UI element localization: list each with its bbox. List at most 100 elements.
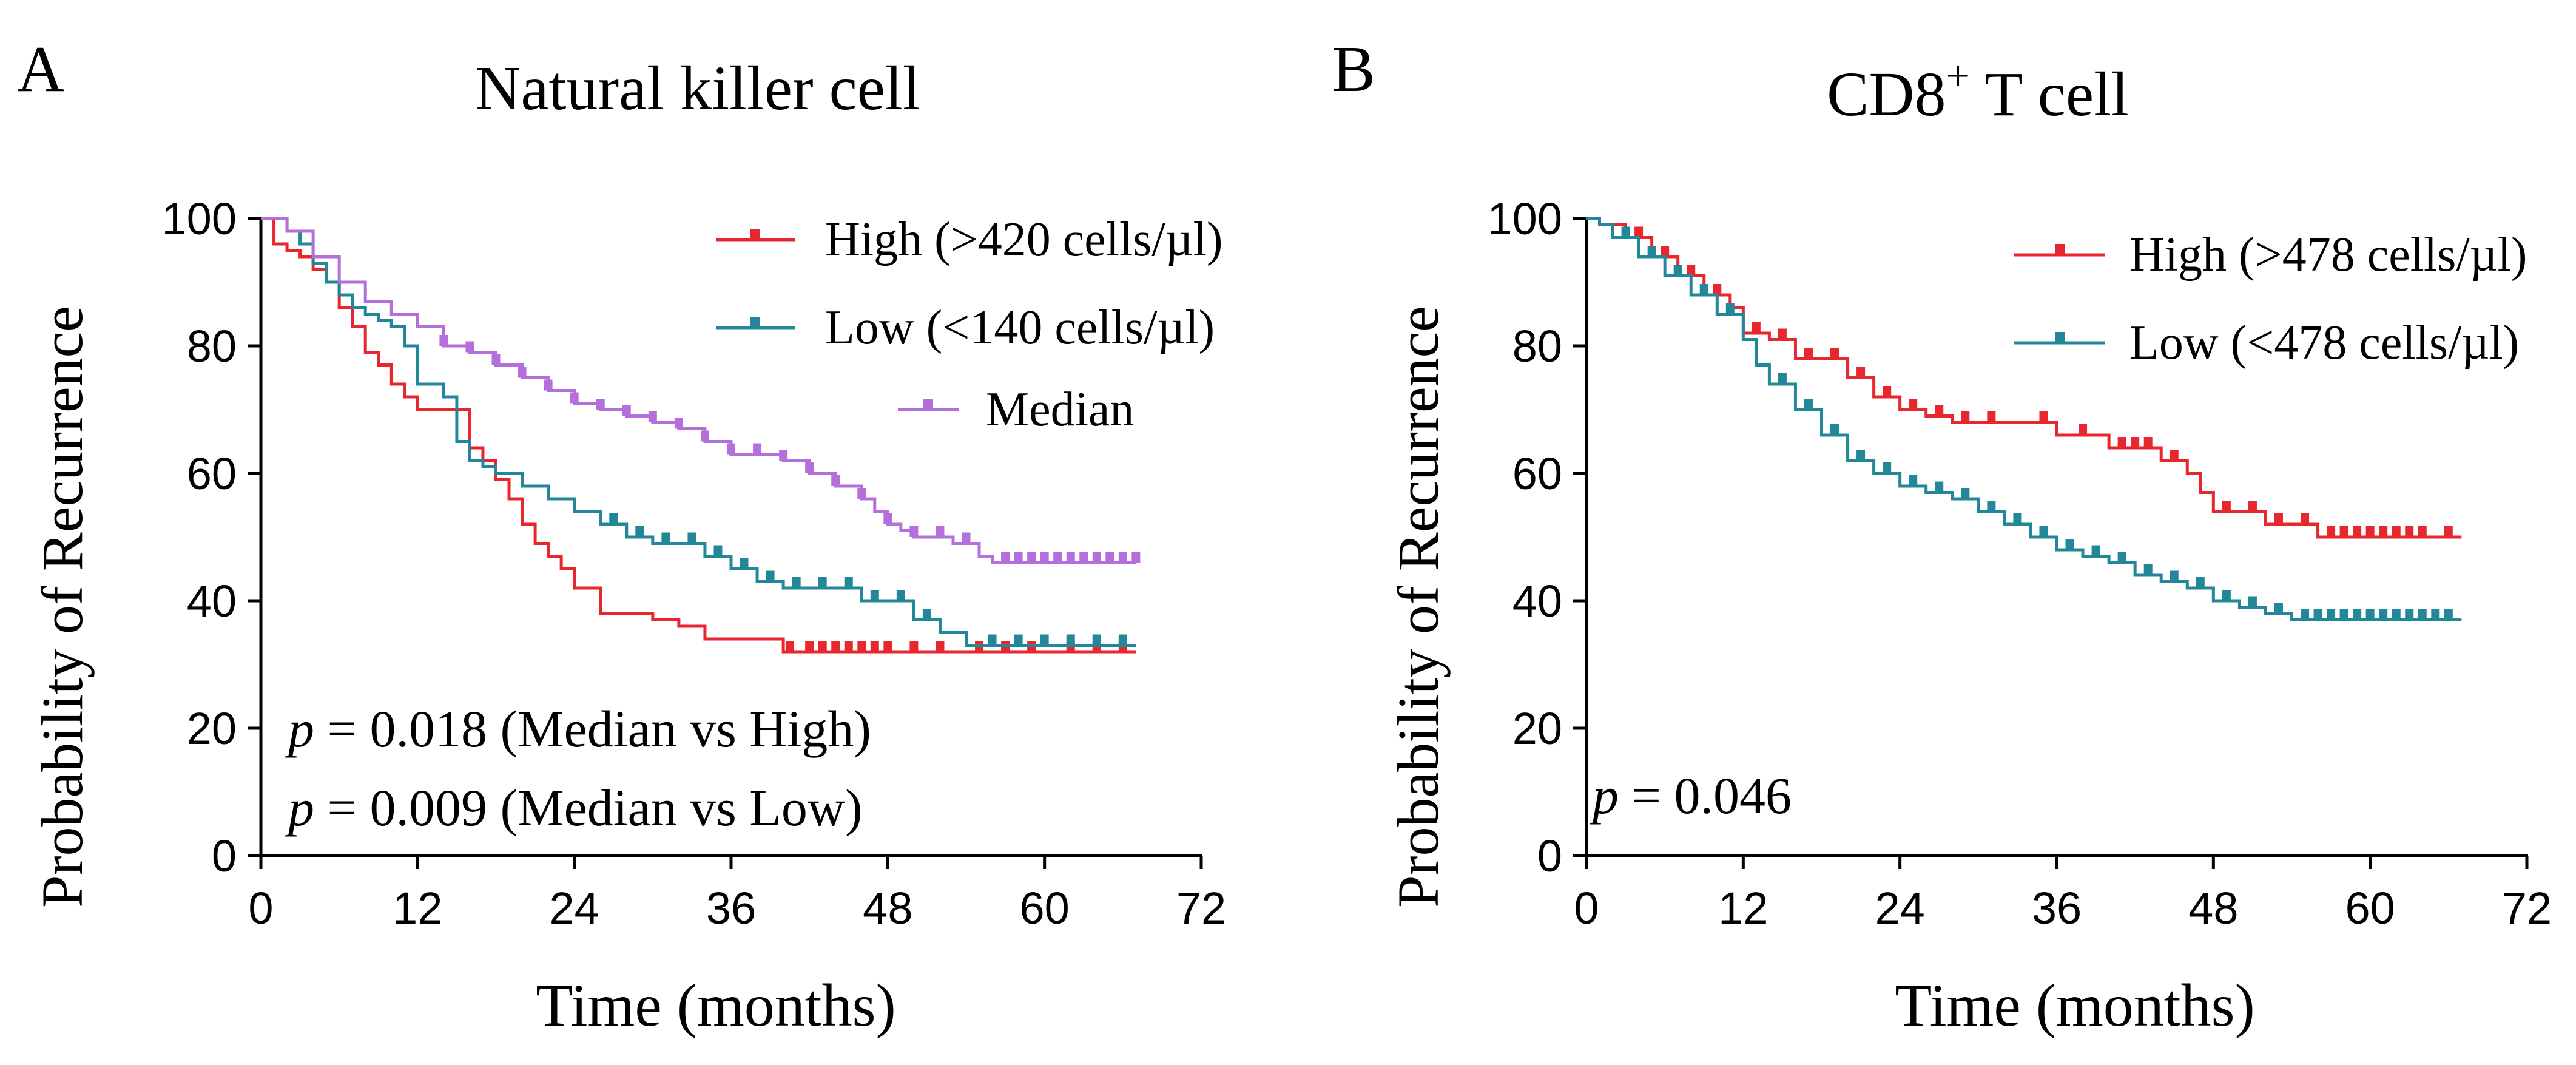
censor-mark (740, 558, 749, 569)
censor-mark (2431, 609, 2440, 620)
censor-mark (1634, 226, 1644, 238)
censor-mark (1131, 552, 1141, 563)
y-tick-label: 0 (212, 831, 237, 881)
legend-label: High (>420 cells/µl) (825, 213, 1223, 266)
censor-mark (1883, 462, 1892, 473)
censor-mark (2313, 609, 2322, 620)
series-2 (261, 217, 1141, 564)
panel-letter: A (17, 33, 64, 106)
censor-mark (870, 641, 879, 652)
censor-mark (1118, 552, 1127, 563)
censor-mark (2196, 577, 2205, 588)
y-tick-label: 60 (187, 448, 237, 499)
censor-mark (1778, 373, 1787, 384)
censor-mark (785, 641, 794, 652)
censor-mark (2405, 609, 2414, 620)
censor-mark (2339, 526, 2348, 537)
censor-mark (857, 641, 866, 652)
censor-mark (1713, 284, 1722, 295)
censor-mark (936, 641, 945, 652)
censor-mark (792, 577, 801, 588)
x-tick-label: 60 (1020, 883, 1070, 933)
censor-mark (2274, 513, 2283, 524)
censor-mark (1725, 303, 1735, 314)
y-tick-label: 40 (1512, 576, 1562, 626)
x-tick-label: 0 (248, 883, 273, 933)
censor-mark (2444, 526, 2453, 537)
censor-mark (805, 462, 814, 473)
censor-mark (2091, 545, 2100, 556)
censor-mark (2222, 501, 2231, 512)
p-value-annotation: p = 0.046 (1589, 766, 1792, 825)
censor-mark (2392, 526, 2401, 537)
censor-mark (1883, 386, 1892, 397)
censor-mark (805, 641, 814, 652)
censor-mark (2327, 526, 2336, 537)
censor-mark (727, 443, 735, 455)
legend-label: Low (<140 cells/µl) (825, 301, 1215, 354)
censor-mark (1856, 367, 1866, 378)
legend-label: High (>478 cells/µl) (2129, 228, 2527, 282)
censor-mark (2301, 609, 2310, 620)
censor-mark (2379, 609, 2388, 620)
censor-mark (1014, 552, 1023, 563)
censor-mark (2353, 526, 2362, 537)
censor-mark (1909, 399, 1918, 410)
y-axis-label: Probability of Recurrence (1386, 306, 1451, 908)
legend-entry: Low (<140 cells/µl) (716, 301, 1215, 354)
censor-mark (857, 488, 866, 499)
y-tick-label: 40 (187, 576, 237, 626)
censor-mark (870, 590, 879, 601)
legend-entry: High (>420 cells/µl) (716, 213, 1223, 266)
censor-mark (674, 418, 683, 429)
censor-mark (1066, 552, 1075, 563)
censor-mark (2143, 437, 2153, 448)
legend-entry: High (>478 cells/µl) (2014, 228, 2527, 282)
censor-mark (753, 443, 762, 455)
censor-mark (1673, 265, 1682, 276)
censor-mark (2379, 526, 2388, 537)
series-1 (1586, 217, 2462, 621)
censor-mark (2143, 564, 2153, 575)
censor-mark (2339, 609, 2348, 620)
censor-mark (1040, 552, 1049, 563)
censor-mark (1092, 552, 1101, 563)
p-value-annotation: p = 0.018 (Median vs High) (285, 700, 871, 758)
y-tick-label: 0 (1537, 831, 1562, 881)
y-tick-label: 60 (1512, 448, 1562, 499)
censor-mark (2170, 450, 2179, 461)
y-tick-label: 80 (1512, 321, 1562, 371)
censor-mark (2131, 437, 2140, 448)
panel-letter: B (1332, 33, 1375, 106)
censor-mark (2079, 424, 2088, 435)
x-tick-label: 24 (1875, 883, 1925, 933)
x-tick-label: 72 (2502, 883, 2552, 933)
censor-mark (2065, 539, 2074, 550)
censor-mark (1752, 322, 1761, 333)
censor-mark (2392, 609, 2401, 620)
x-tick-label: 36 (706, 883, 756, 933)
legend-marker (750, 229, 760, 241)
censor-mark (922, 609, 931, 620)
censor-mark (883, 513, 892, 524)
censor-mark (596, 399, 605, 410)
legend-marker (2055, 244, 2065, 256)
censor-mark (1118, 634, 1127, 646)
censor-mark (818, 577, 827, 588)
censor-mark (1014, 634, 1023, 646)
censor-mark (1909, 475, 1918, 486)
y-tick-label: 20 (1512, 703, 1562, 754)
censor-mark (2274, 603, 2283, 614)
legend-marker (2055, 332, 2065, 344)
censor-mark (831, 641, 840, 652)
censor-mark (1935, 405, 1944, 416)
censor-mark (1687, 265, 1696, 276)
censor-mark (439, 335, 448, 346)
censor-mark (1987, 411, 1996, 422)
censor-mark (648, 411, 657, 422)
censor-mark (2039, 526, 2048, 537)
censor-mark (713, 545, 723, 556)
censor-mark (609, 513, 618, 524)
censor-mark (1935, 481, 1944, 493)
